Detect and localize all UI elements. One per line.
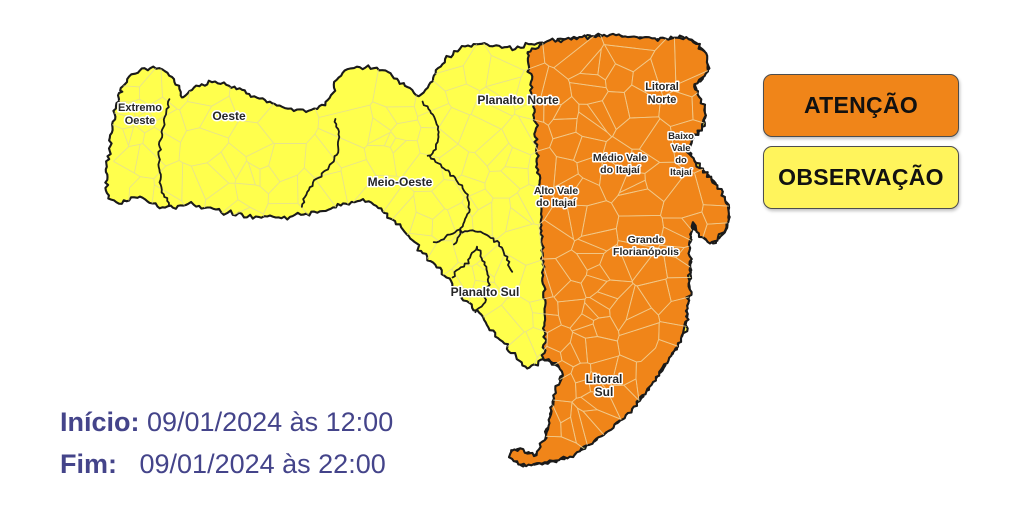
- svg-text:Alto Vale: Alto Vale: [534, 185, 579, 197]
- svg-text:Extremo: Extremo: [118, 102, 162, 114]
- svg-text:Litoral: Litoral: [645, 81, 679, 93]
- svg-text:do Itajaí: do Itajaí: [536, 197, 577, 209]
- svg-text:do: do: [675, 155, 687, 166]
- svg-text:Vale: Vale: [671, 143, 690, 154]
- svg-text:Sul: Sul: [595, 385, 614, 399]
- svg-text:Oeste: Oeste: [212, 109, 246, 123]
- svg-text:Florianópolis: Florianópolis: [613, 246, 679, 258]
- svg-text:Norte: Norte: [648, 94, 677, 106]
- svg-text:Itajaí: Itajaí: [670, 167, 692, 178]
- svg-text:do Itajaí: do Itajaí: [600, 164, 641, 176]
- svg-text:Grande: Grande: [628, 234, 665, 246]
- svg-text:Baixo: Baixo: [668, 131, 694, 142]
- svg-text:Médio Vale: Médio Vale: [593, 152, 647, 164]
- svg-text:Oeste: Oeste: [125, 115, 156, 127]
- svg-text:Planalto Norte: Planalto Norte: [477, 93, 559, 107]
- svg-text:Litoral: Litoral: [586, 372, 623, 386]
- svg-text:Meio-Oeste: Meio-Oeste: [368, 175, 433, 189]
- svg-text:Planalto Sul: Planalto Sul: [451, 285, 520, 299]
